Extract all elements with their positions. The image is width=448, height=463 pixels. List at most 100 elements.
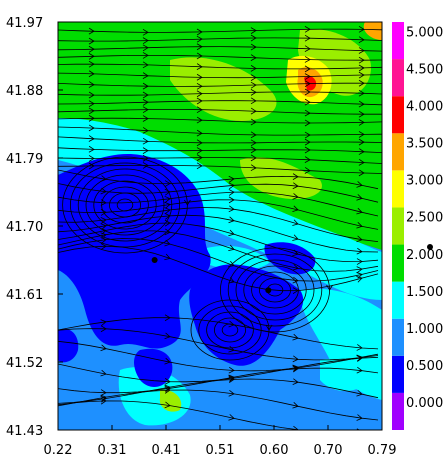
stream-arrow (164, 332, 171, 340)
y-tick-label: 41.88 (6, 84, 43, 99)
stream-arrow (358, 100, 365, 108)
stream-arrow (250, 74, 257, 81)
stream-arrow (100, 397, 107, 405)
stream-arrow (228, 376, 235, 384)
stream-arrow (164, 387, 171, 394)
eddy-streamline (116, 198, 134, 212)
colorbar: 0.000 0.500 1.000 1.500 2.000 2.500 3.000 3.500… (392, 22, 443, 430)
stream-arrow (356, 354, 363, 362)
stream-arrow (164, 228, 171, 236)
stream-arrow (304, 98, 311, 106)
x-tick-label: 0.41 (152, 443, 181, 458)
stream-arrow (88, 81, 95, 88)
streamline (58, 136, 382, 144)
stream-arrow (358, 159, 365, 166)
stream-arrow (356, 266, 363, 273)
stream-arrow (164, 401, 171, 409)
stream-arrow (142, 147, 149, 154)
streamline (58, 199, 379, 230)
stream-arrow (164, 239, 171, 247)
stream-arrow (228, 196, 235, 204)
stream-arrow (250, 54, 257, 61)
colorbar-swatch (392, 244, 404, 282)
stream-arrow (292, 378, 299, 386)
stream-arrow (88, 155, 95, 162)
stream-arrow (356, 194, 363, 201)
streamline (58, 91, 382, 96)
y-tick-label: 41.52 (6, 356, 43, 371)
stream-arrow (196, 106, 203, 114)
eddy-streamline (93, 180, 157, 230)
stream-arrow (358, 79, 365, 87)
stream-arrow (228, 345, 235, 353)
streamline (58, 37, 382, 42)
stream-arrow (88, 135, 95, 142)
stream-arrow (304, 156, 311, 163)
stream-arrow (164, 357, 171, 365)
station-marker (265, 287, 272, 294)
stream-arrow (142, 154, 149, 162)
stream-arrow (250, 146, 257, 154)
x-tick-label: 0.70 (314, 443, 343, 458)
stream-arrow (304, 73, 311, 80)
stream-arrow (250, 97, 257, 105)
stream-arrow (304, 26, 311, 33)
stream-arrow (358, 119, 365, 126)
stream-arrow (100, 389, 107, 396)
stream-arrow (228, 375, 235, 383)
stream-arrow (88, 45, 95, 53)
stream-arrow (228, 205, 235, 213)
streamline (58, 328, 379, 361)
streamline (58, 317, 379, 350)
colorbar-swatch (392, 392, 404, 430)
eddy-streamline (101, 186, 149, 224)
stream-arrow (304, 167, 311, 174)
colorbar-swatch (392, 281, 404, 319)
stream-arrow (250, 65, 257, 72)
streamline (58, 55, 382, 61)
stream-arrow (358, 47, 365, 54)
marker-layer (151, 257, 272, 294)
streamline (58, 367, 379, 394)
colorbar-label: 2.500 (406, 211, 443, 226)
y-tick-label: 41.79 (6, 152, 43, 167)
x-axis: 0.22 0.31 0.41 0.51 0.60 0.70 0.79 (44, 425, 396, 458)
eddy-streamline (227, 253, 323, 327)
stream-arrow (88, 37, 95, 45)
stream-arrow (292, 173, 299, 180)
stream-arrow (250, 34, 257, 42)
stream-arrow (304, 131, 311, 139)
stream-arrow (228, 366, 235, 374)
colorbar-marker (427, 244, 433, 250)
stream-arrow (358, 71, 365, 79)
stream-arrow (164, 314, 171, 322)
stream-arrow (88, 91, 95, 99)
stream-arrow (292, 365, 299, 373)
stream-arrow (356, 355, 363, 362)
streamline (58, 400, 378, 430)
stream-arrow (228, 389, 235, 397)
stream-arrow (196, 129, 203, 137)
stream-arrow (250, 164, 257, 172)
stream-arrow (292, 333, 299, 341)
colorbar-swatch (392, 170, 404, 208)
stream-arrow (88, 124, 95, 132)
x-tick-label: 0.51 (206, 443, 235, 458)
stream-arrow (304, 138, 311, 146)
station-marker (151, 257, 158, 263)
stream-arrow (250, 154, 257, 162)
colorbar-swatch (392, 22, 404, 60)
stream-arrow (142, 72, 149, 79)
stream-arrow (228, 229, 235, 237)
y-tick-label: 41.97 (6, 16, 43, 31)
colorbar-swatch (392, 355, 404, 393)
streamline (58, 214, 379, 253)
stream-arrow (142, 37, 149, 44)
colorbar-label: 3.500 (406, 137, 443, 152)
stream-arrow (196, 43, 203, 51)
stream-arrow (142, 61, 149, 69)
colorbar-label: 1.000 (406, 322, 443, 337)
stream-arrow (196, 116, 203, 124)
stream-arrow (304, 119, 311, 127)
